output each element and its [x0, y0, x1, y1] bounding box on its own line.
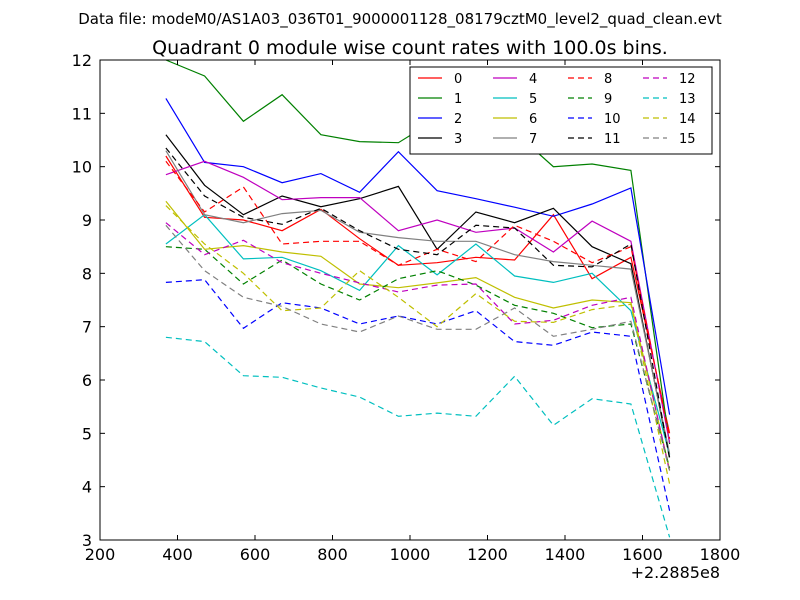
- y-tick-label: 8: [82, 264, 92, 283]
- legend-label-15: 15: [679, 132, 696, 147]
- series-line-13: [165, 336, 671, 538]
- x-tick-label: 1400: [545, 545, 586, 564]
- x-tick-label: 400: [162, 545, 193, 564]
- x-tick-label: 1200: [467, 545, 508, 564]
- legend-label-6: 6: [529, 112, 537, 127]
- series-line-10: [165, 279, 671, 511]
- y-tick-label: 10: [72, 158, 92, 177]
- legend-label-8: 8: [604, 72, 612, 87]
- legend-label-5: 5: [529, 92, 537, 107]
- y-tick-label: 4: [82, 478, 92, 497]
- series-line-14: [165, 205, 671, 485]
- series-line-4: [165, 160, 671, 444]
- legend-label-7: 7: [529, 132, 537, 147]
- legend-label-3: 3: [454, 132, 462, 147]
- y-tick-label: 11: [72, 104, 92, 123]
- y-tick-label: 9: [82, 211, 92, 230]
- series-layer: [165, 59, 671, 538]
- legend-label-4: 4: [529, 72, 537, 87]
- series-line-6: [165, 200, 671, 470]
- y-tick-label: 3: [82, 531, 92, 550]
- series-line-12: [165, 222, 671, 472]
- series-line-5: [165, 213, 671, 455]
- series-line-2: [165, 98, 671, 415]
- legend-label-12: 12: [679, 72, 696, 87]
- legend-label-14: 14: [679, 112, 696, 127]
- x-tick-label: 200: [85, 545, 116, 564]
- y-tick-label: 5: [82, 424, 92, 443]
- series-line-3: [165, 134, 671, 458]
- series-line-15: [165, 224, 671, 471]
- legend-label-0: 0: [454, 72, 462, 87]
- x-tick-label: 1800: [700, 545, 741, 564]
- x-tick-label: 800: [317, 545, 348, 564]
- axis-layer: 200 400 600 800 1000 1200 1400 1600 1800 3 4 5 6 7 8 9 1…: [72, 51, 741, 564]
- y-tick-label: 7: [82, 318, 92, 337]
- x-tick-label: 1000: [390, 545, 431, 564]
- legend-label-11: 11: [604, 132, 621, 147]
- y-tick-label: 6: [82, 371, 92, 390]
- legend-label-10: 10: [604, 112, 621, 127]
- legend-label-9: 9: [604, 92, 612, 107]
- series-line-8: [165, 160, 671, 439]
- y-tick-label: 12: [72, 51, 92, 70]
- x-tick-label: 1600: [622, 545, 663, 564]
- chart-suptitle: Data file: modeM0/AS1A03_036T01_90000011…: [78, 10, 722, 29]
- legend-label-1: 1: [454, 92, 462, 107]
- x-tick-label: 600: [240, 545, 271, 564]
- series-line-7: [165, 150, 671, 454]
- x-offset-label: +2.2885e8: [631, 563, 720, 582]
- series-line-11: [165, 147, 671, 460]
- legend-box: [409, 66, 713, 155]
- legend-label-2: 2: [454, 112, 462, 127]
- legend-label-13: 13: [679, 92, 696, 107]
- chart-title: Quadrant 0 module wise count rates with …: [152, 37, 668, 59]
